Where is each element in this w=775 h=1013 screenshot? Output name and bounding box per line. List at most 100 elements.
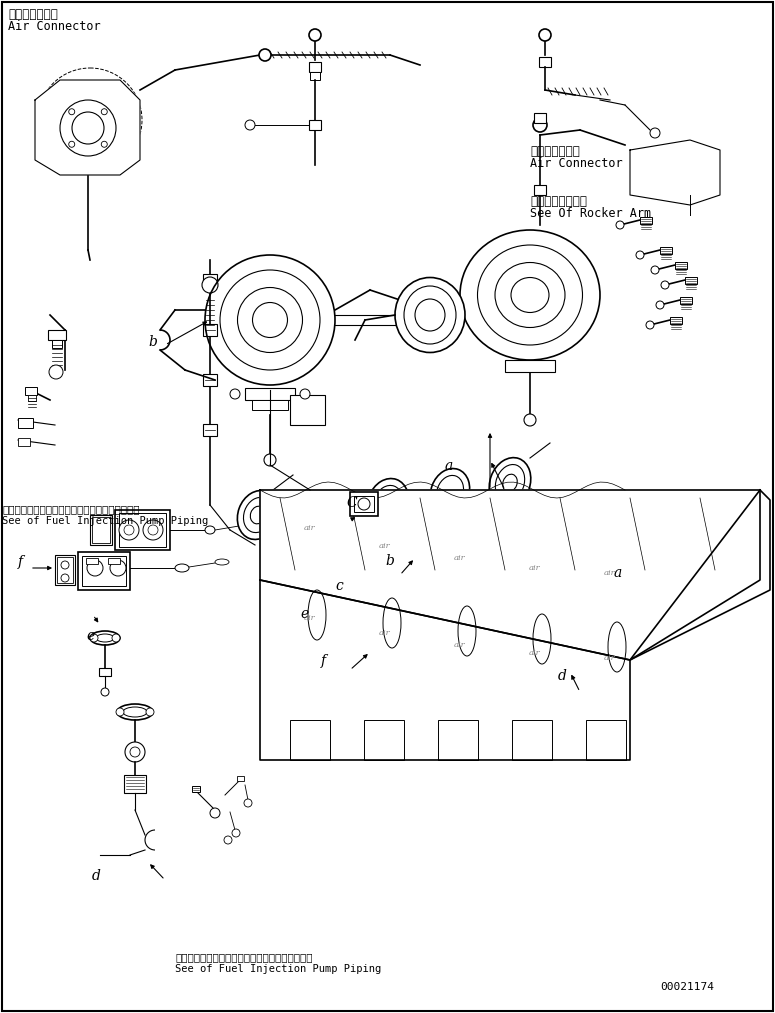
Bar <box>534 185 546 194</box>
Ellipse shape <box>215 559 229 565</box>
Circle shape <box>309 29 321 41</box>
Circle shape <box>259 49 271 61</box>
Bar <box>364 720 404 760</box>
Circle shape <box>524 414 536 426</box>
Circle shape <box>202 277 218 293</box>
Polygon shape <box>35 80 140 175</box>
Bar <box>586 720 626 760</box>
Circle shape <box>264 454 276 466</box>
Circle shape <box>656 301 664 309</box>
Text: air: air <box>304 524 316 532</box>
Circle shape <box>646 321 654 329</box>
Circle shape <box>146 708 154 716</box>
Circle shape <box>87 560 103 576</box>
Bar <box>685 277 697 284</box>
Circle shape <box>119 520 139 540</box>
Text: air: air <box>379 629 391 637</box>
Text: エアーコネクタ: エアーコネクタ <box>8 8 58 21</box>
Bar <box>99 668 111 676</box>
Bar <box>290 720 330 760</box>
Ellipse shape <box>90 631 120 645</box>
Bar <box>25 387 37 395</box>
Ellipse shape <box>458 606 476 656</box>
Ellipse shape <box>383 598 401 648</box>
Ellipse shape <box>395 278 465 353</box>
Bar <box>115 510 170 550</box>
Text: フェエルインジェクションポンプパイピング参照: フェエルインジェクションポンプパイピング参照 <box>2 504 139 514</box>
Circle shape <box>661 281 669 289</box>
Bar <box>310 72 320 80</box>
Bar <box>309 62 321 72</box>
Circle shape <box>232 829 240 837</box>
Circle shape <box>102 108 107 114</box>
Circle shape <box>616 221 624 229</box>
Bar <box>203 324 217 336</box>
Text: air: air <box>529 649 541 657</box>
Circle shape <box>60 100 116 156</box>
Bar <box>539 57 551 67</box>
Bar <box>680 297 692 304</box>
Bar <box>675 262 687 269</box>
Circle shape <box>143 520 163 540</box>
Circle shape <box>49 365 63 379</box>
Ellipse shape <box>237 490 279 540</box>
Text: b: b <box>385 554 394 568</box>
Ellipse shape <box>430 469 470 516</box>
Circle shape <box>650 128 660 138</box>
Bar <box>52 340 62 348</box>
Text: air: air <box>604 654 616 663</box>
Text: a: a <box>614 566 622 580</box>
Bar <box>203 274 217 286</box>
Bar <box>290 395 325 425</box>
Text: f: f <box>321 654 326 668</box>
Circle shape <box>125 742 145 762</box>
Bar <box>438 720 478 760</box>
Text: air: air <box>379 542 391 550</box>
Ellipse shape <box>608 622 626 672</box>
Text: c: c <box>335 579 343 593</box>
Bar <box>119 513 166 547</box>
Text: C: C <box>346 496 357 510</box>
Circle shape <box>533 118 547 132</box>
Text: air: air <box>529 564 541 572</box>
Circle shape <box>358 498 370 510</box>
Ellipse shape <box>367 478 408 528</box>
Bar <box>192 786 200 792</box>
Text: See of Fuel Injection Pump Piping: See of Fuel Injection Pump Piping <box>2 516 208 526</box>
Bar <box>28 395 36 401</box>
Circle shape <box>651 266 659 274</box>
Circle shape <box>69 108 74 114</box>
Bar <box>512 720 552 760</box>
Circle shape <box>210 808 220 819</box>
Text: f: f <box>18 555 23 569</box>
Bar <box>18 438 30 446</box>
Polygon shape <box>630 490 770 660</box>
Text: air: air <box>604 569 616 577</box>
Circle shape <box>90 634 98 642</box>
Circle shape <box>245 120 255 130</box>
Bar <box>640 217 652 224</box>
Bar <box>86 558 98 564</box>
Circle shape <box>61 561 69 569</box>
Bar <box>90 515 112 545</box>
Bar <box>660 247 672 254</box>
Bar <box>124 775 146 793</box>
Bar <box>48 330 66 340</box>
Text: ロッカアーム参照: ロッカアーム参照 <box>530 194 587 208</box>
Bar <box>354 496 374 512</box>
Circle shape <box>112 634 120 642</box>
Polygon shape <box>630 140 720 205</box>
Ellipse shape <box>117 704 153 720</box>
Bar <box>18 418 33 428</box>
Bar <box>203 424 217 436</box>
Circle shape <box>539 29 551 41</box>
Text: e: e <box>300 607 308 621</box>
Circle shape <box>300 389 310 399</box>
Bar <box>237 776 244 781</box>
Bar <box>78 552 130 590</box>
Bar <box>534 113 546 123</box>
Ellipse shape <box>308 590 326 640</box>
Circle shape <box>110 560 126 576</box>
Text: フェエルインジェクションポンプパイピング参照: フェエルインジェクションポンプパイピング参照 <box>175 952 312 962</box>
Text: Air Connector: Air Connector <box>8 20 101 33</box>
